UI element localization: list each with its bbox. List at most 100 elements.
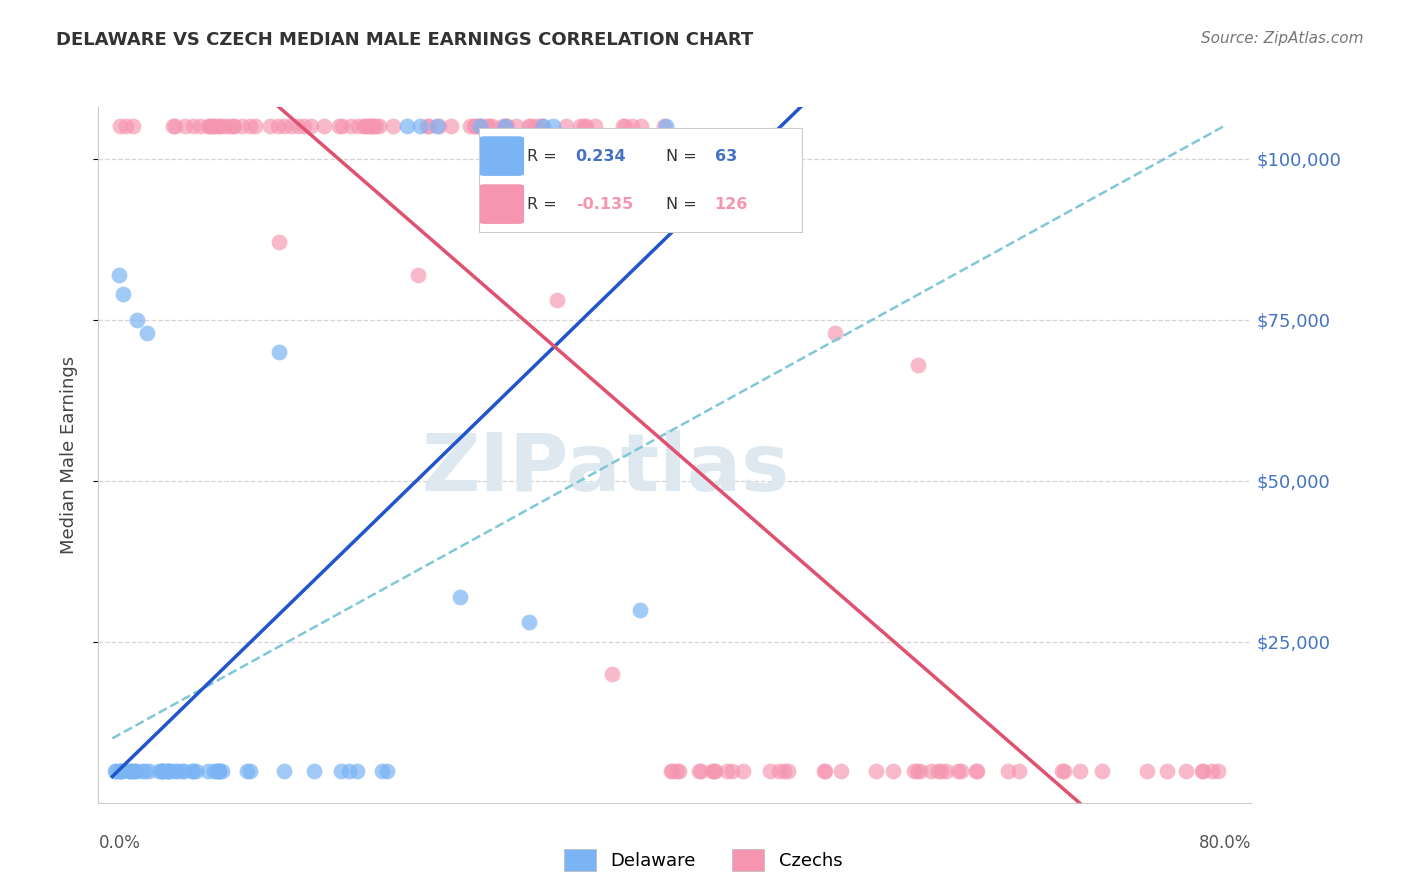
Point <box>1050 764 1073 778</box>
Text: DELAWARE VS CZECH MEDIAN MALE EARNINGS CORRELATION CHART: DELAWARE VS CZECH MEDIAN MALE EARNINGS C… <box>56 31 754 49</box>
Text: 80.0%: 80.0% <box>1199 834 1251 852</box>
Point <box>530 120 553 134</box>
Point <box>1090 764 1112 778</box>
Point <box>602 667 624 681</box>
Point <box>517 120 540 134</box>
Point <box>814 764 837 778</box>
Text: ZIPatlas: ZIPatlas <box>422 430 790 508</box>
Point <box>110 764 132 778</box>
Point <box>965 764 987 778</box>
Point <box>148 764 170 778</box>
Point <box>301 120 323 134</box>
Point <box>1191 764 1213 778</box>
Point <box>569 120 592 134</box>
Point <box>494 120 516 134</box>
Point <box>183 120 205 134</box>
Point <box>209 120 232 134</box>
Point <box>440 120 463 134</box>
Point <box>865 764 887 778</box>
Point <box>235 764 257 778</box>
Point <box>280 120 302 134</box>
Point <box>222 120 245 134</box>
Point <box>150 764 173 778</box>
Point <box>211 764 233 778</box>
Point <box>554 120 576 134</box>
Point <box>406 268 429 282</box>
Point <box>267 120 290 134</box>
Point <box>731 764 754 778</box>
Legend: Delaware, Czechs: Delaware, Czechs <box>557 842 849 879</box>
Point <box>908 764 931 778</box>
Point <box>340 120 363 134</box>
Point <box>1069 764 1091 778</box>
Point <box>243 120 266 134</box>
Point <box>824 326 846 340</box>
Point <box>120 764 142 778</box>
Point <box>704 764 727 778</box>
Point <box>903 764 925 778</box>
Point <box>772 764 794 778</box>
Point <box>170 764 193 778</box>
Point <box>156 764 179 778</box>
Point <box>612 120 634 134</box>
Point <box>197 120 219 134</box>
Point <box>110 764 132 778</box>
Point <box>287 120 309 134</box>
Point <box>273 120 295 134</box>
Point <box>478 120 501 134</box>
Point <box>495 120 517 134</box>
Point <box>665 764 688 778</box>
Point <box>239 764 262 778</box>
Point <box>328 120 350 134</box>
Point <box>621 120 644 134</box>
Point <box>688 764 710 778</box>
Point <box>905 764 928 778</box>
Point <box>218 120 240 134</box>
Point <box>221 120 243 134</box>
Point <box>464 120 486 134</box>
Point <box>304 764 326 778</box>
Point <box>152 764 174 778</box>
Point <box>368 120 391 134</box>
Point <box>458 120 481 134</box>
Point <box>165 120 187 134</box>
Point <box>208 120 231 134</box>
Point <box>470 120 492 134</box>
Point <box>655 120 678 134</box>
Point <box>531 120 554 134</box>
Point <box>661 764 683 778</box>
Point <box>157 764 180 778</box>
Point <box>813 764 835 778</box>
Point <box>495 120 517 134</box>
Point <box>181 764 204 778</box>
Point <box>188 120 211 134</box>
Point <box>668 764 690 778</box>
Point <box>202 120 225 134</box>
Point <box>120 764 142 778</box>
Point <box>966 764 988 778</box>
Point <box>997 764 1019 778</box>
Point <box>122 120 145 134</box>
Point <box>163 764 186 778</box>
Point <box>353 120 375 134</box>
Point <box>449 590 471 604</box>
Point <box>418 120 440 134</box>
Point <box>759 764 782 778</box>
Point <box>173 120 195 134</box>
Point <box>118 764 141 778</box>
Point <box>330 764 353 778</box>
Point <box>198 120 221 134</box>
Point <box>492 120 515 134</box>
Point <box>166 764 188 778</box>
Point <box>357 120 380 134</box>
Point <box>768 764 790 778</box>
Point <box>267 344 290 359</box>
Point <box>481 120 503 134</box>
Point <box>197 764 219 778</box>
Point <box>330 120 353 134</box>
Point <box>583 120 606 134</box>
Point <box>104 764 127 778</box>
Point <box>131 764 153 778</box>
Point <box>702 764 724 778</box>
Point <box>934 764 956 778</box>
